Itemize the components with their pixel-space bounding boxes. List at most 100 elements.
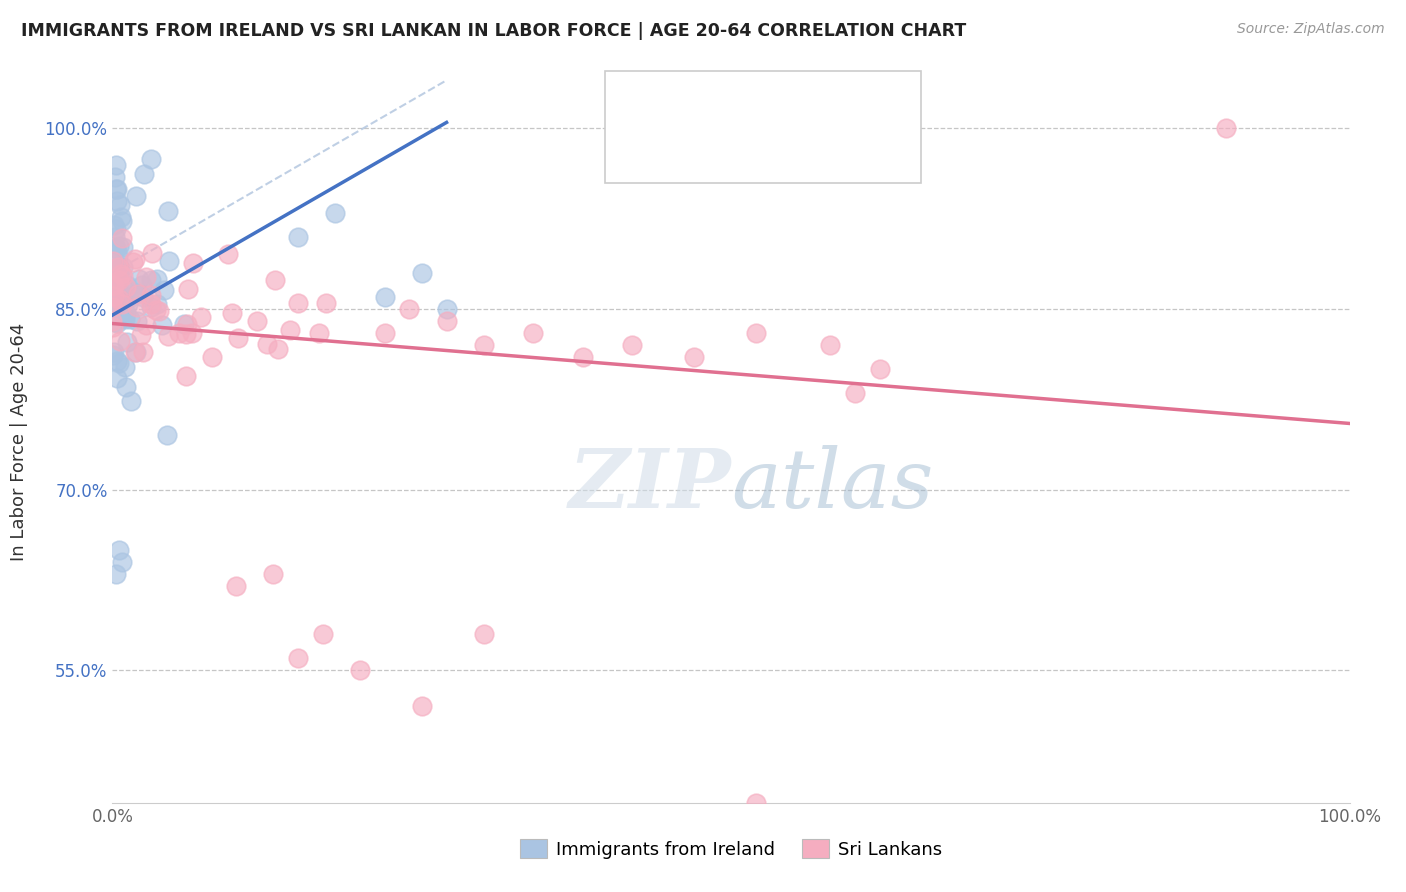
Point — [246, 314, 269, 328]
Point — [287, 296, 309, 310]
Point — [127, 314, 149, 328]
Legend: Immigrants from Ireland, Sri Lankans: Immigrants from Ireland, Sri Lankans — [513, 832, 949, 866]
Point — [104, 241, 127, 255]
Point — [111, 555, 134, 569]
Point — [114, 290, 136, 304]
Point — [112, 260, 135, 274]
Point — [174, 368, 197, 383]
Point — [256, 336, 278, 351]
Text: R =: R = — [672, 95, 711, 112]
Point — [104, 301, 127, 315]
Point — [122, 255, 145, 269]
Point — [111, 278, 134, 293]
Point — [262, 567, 284, 582]
Point — [115, 280, 138, 294]
Point — [101, 254, 124, 268]
Point — [124, 252, 146, 266]
Point — [323, 205, 346, 219]
Point — [226, 330, 249, 344]
Text: 0.217: 0.217 — [714, 95, 770, 112]
Point — [141, 245, 163, 260]
Point — [308, 326, 330, 340]
Point — [125, 189, 148, 203]
Point — [173, 317, 195, 331]
Point — [1215, 121, 1237, 136]
Point — [105, 567, 128, 582]
Point — [107, 301, 129, 316]
Point — [156, 427, 179, 442]
Point — [374, 290, 396, 304]
Point — [315, 295, 337, 310]
Point — [146, 272, 169, 286]
Point — [110, 214, 132, 228]
Point — [135, 318, 157, 332]
Point — [621, 338, 644, 352]
Point — [124, 345, 146, 359]
Point — [107, 278, 129, 293]
Point — [108, 239, 131, 253]
Point — [104, 260, 127, 275]
Point — [190, 310, 212, 325]
Point — [110, 198, 132, 212]
Point — [115, 306, 138, 320]
Point — [128, 272, 150, 286]
Point — [107, 542, 129, 557]
Text: -0.081: -0.081 — [714, 142, 779, 160]
Point — [167, 326, 190, 340]
Point — [103, 273, 125, 287]
Point — [145, 303, 167, 318]
Point — [522, 326, 544, 341]
Point — [117, 291, 139, 305]
Text: ZIP: ZIP — [568, 445, 731, 524]
Point — [153, 283, 176, 297]
Point — [745, 796, 768, 810]
Point — [398, 301, 420, 317]
Point — [115, 380, 138, 394]
Point — [105, 292, 128, 306]
Point — [157, 328, 180, 343]
Point — [105, 316, 128, 330]
Point — [107, 260, 129, 275]
Point — [287, 230, 309, 244]
Point — [104, 315, 127, 329]
Text: N =: N = — [787, 142, 839, 160]
Point — [127, 286, 149, 301]
Point — [112, 240, 135, 254]
Point — [110, 268, 132, 282]
Point — [101, 314, 124, 328]
Point — [181, 255, 204, 269]
Point — [139, 288, 162, 302]
Point — [264, 273, 287, 287]
Text: Source: ZipAtlas.com: Source: ZipAtlas.com — [1237, 22, 1385, 37]
Point — [267, 342, 290, 356]
Point — [146, 297, 169, 311]
Point — [349, 664, 371, 678]
Point — [105, 182, 128, 196]
Point — [176, 283, 198, 297]
Point — [110, 334, 132, 348]
Point — [472, 627, 495, 641]
Point — [108, 261, 131, 276]
Point — [135, 270, 157, 285]
Point — [120, 393, 142, 408]
Text: 80: 80 — [830, 95, 855, 112]
Y-axis label: In Labor Force | Age 20-64: In Labor Force | Age 20-64 — [10, 322, 28, 561]
Point — [117, 278, 139, 293]
Point — [312, 627, 335, 641]
Point — [107, 194, 129, 208]
Point — [472, 338, 495, 352]
Point — [114, 312, 136, 326]
Point — [107, 268, 129, 282]
Point — [105, 353, 128, 368]
Point — [101, 348, 124, 362]
Point — [117, 297, 139, 311]
Point — [436, 301, 458, 317]
Point — [111, 268, 134, 283]
Point — [132, 344, 155, 359]
Point — [114, 359, 136, 374]
Point — [105, 242, 128, 256]
Point — [683, 350, 706, 364]
Point — [107, 266, 129, 280]
Point — [104, 298, 127, 312]
Point — [139, 300, 162, 314]
